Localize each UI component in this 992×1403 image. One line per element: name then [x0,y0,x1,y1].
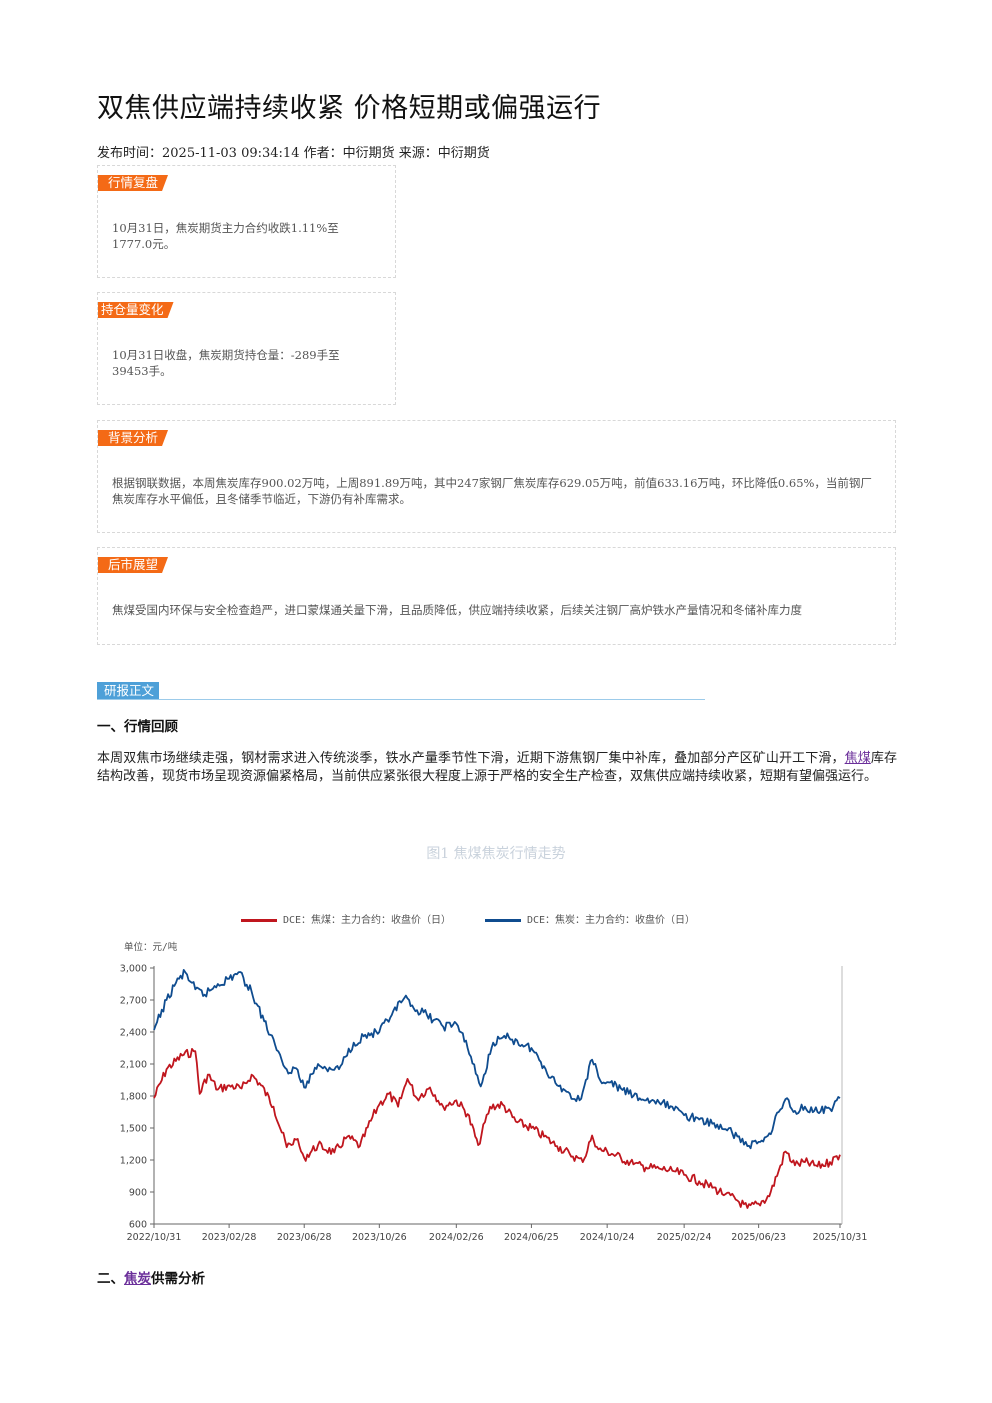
y-tick-label: 2,400 [120,1028,147,1039]
section2-suffix: 供需分析 [151,1271,205,1287]
x-tick-label: 2023/06/28 [277,1232,332,1243]
chart-grid [150,966,843,1228]
legend-item-coke: DCE：焦炭：主力合约：收盘价（日） [485,911,695,926]
review-box: 行情复盘 10月31日，焦炭期货主力合约收跌1.11%至1777.0元。 [97,165,396,278]
y-tick-label: 1,200 [120,1156,147,1167]
legend-swatch-coking-coal [241,918,277,922]
legend-label-coke: DCE：焦炭：主力合约：收盘价（日） [527,915,696,926]
section1-title: 一、行情回顾 [97,719,178,735]
outlook-text: 焦煤受国内环保与安全检查趋严，进口蒙煤通关量下滑，且品质降低，供应端持续收紧，后… [112,603,802,617]
position-text: 10月31日收盘，焦炭期货持仓量：-289手至39453手。 [112,348,340,378]
jiaotan-link[interactable]: 焦炭 [124,1271,151,1287]
x-tick-label: 2024/10/24 [580,1232,635,1243]
para1-after: 库存结构改善，现货市场呈现资源偏紧格局，当前供应紧张很大程度上源于严格的安全生产… [97,751,897,784]
review-tag: 行情复盘 [98,175,168,191]
section1-paragraph: 本周双焦市场继续走强，钢材需求进入传统淡季，铁水产量季节性下滑，近期下游焦钢厂集… [97,750,897,786]
outlook-box: 后市展望 焦煤受国内环保与安全检查趋严，进口蒙煤通关量下滑，且品质降低，供应端持… [97,547,896,645]
review-text: 10月31日，焦炭期货主力合约收跌1.11%至1777.0元。 [112,221,339,251]
x-tick-label: 2023/02/28 [202,1232,257,1243]
y-tick-label: 2,700 [120,996,147,1007]
x-tick-label: 2024/02/26 [429,1232,484,1243]
x-tick-label: 2023/10/26 [352,1232,407,1243]
y-tick-label: 1,800 [120,1092,147,1103]
jiaomei-link[interactable]: 焦煤 [844,751,871,766]
background-tag: 背景分析 [98,430,168,446]
series-line-coking-coal [153,1048,841,1209]
background-box: 背景分析 根据钢联数据，本周焦炭库存900.02万吨，上周891.89万吨，其中… [97,420,896,533]
y-tick-label: 3,000 [120,964,147,975]
report-tag: 研报正文 [97,682,160,699]
y-tick-label: 2,100 [120,1060,147,1071]
chart-unit-label: 单位：元/吨 [124,942,178,953]
para1-before: 本周双焦市场继续走强，钢材需求进入传统淡季，铁水产量季节性下滑，近期下游焦钢厂集… [97,751,845,766]
x-tick-label: 2022/10/31 [127,1232,182,1243]
background-text: 根据钢联数据，本周焦炭库存900.02万吨，上周891.89万吨，其中247家钢… [112,476,872,506]
position-box: 持仓量变化 10月31日收盘，焦炭期货持仓量：-289手至39453手。 [97,292,396,405]
article-title: 双焦供应端持续收紧 价格短期或偏强运行 [97,93,602,124]
x-tick-label: 2025/02/24 [657,1232,712,1243]
article-meta: 发布时间：2025-11-03 09:34:14 作者：中衍期货 来源：中衍期货 [97,146,490,161]
series-line-coke [153,969,841,1150]
chart-labels: 3,000 2,700 2,400 2,100 1,800 1,500 1,200 900 60… [120,964,868,1244]
y-tick-label: 900 [129,1188,147,1199]
legend-swatch-coke [485,918,521,922]
x-tick-label: 2024/06/25 [504,1232,559,1243]
x-tick-label: 2025/10/31 [813,1232,868,1243]
legend-label-coking-coal: DCE：焦煤：主力合约：收盘价（日） [283,915,452,926]
outlook-tag: 后市展望 [98,557,168,573]
figure-title: 图1 焦煤焦炭行情走势 [426,846,566,862]
y-tick-label: 600 [129,1220,147,1231]
x-tick-label: 2025/06/23 [731,1232,786,1243]
legend-item-coking-coal: DCE：焦煤：主力合约：收盘价（日） [241,911,451,926]
position-tag: 持仓量变化 [98,302,174,318]
section2-title: 二、焦炭供需分析 [97,1267,205,1287]
y-tick-label: 1,500 [120,1124,147,1135]
report-divider [97,699,705,700]
chart-series [153,969,841,1209]
section2-prefix: 二、 [97,1271,124,1287]
